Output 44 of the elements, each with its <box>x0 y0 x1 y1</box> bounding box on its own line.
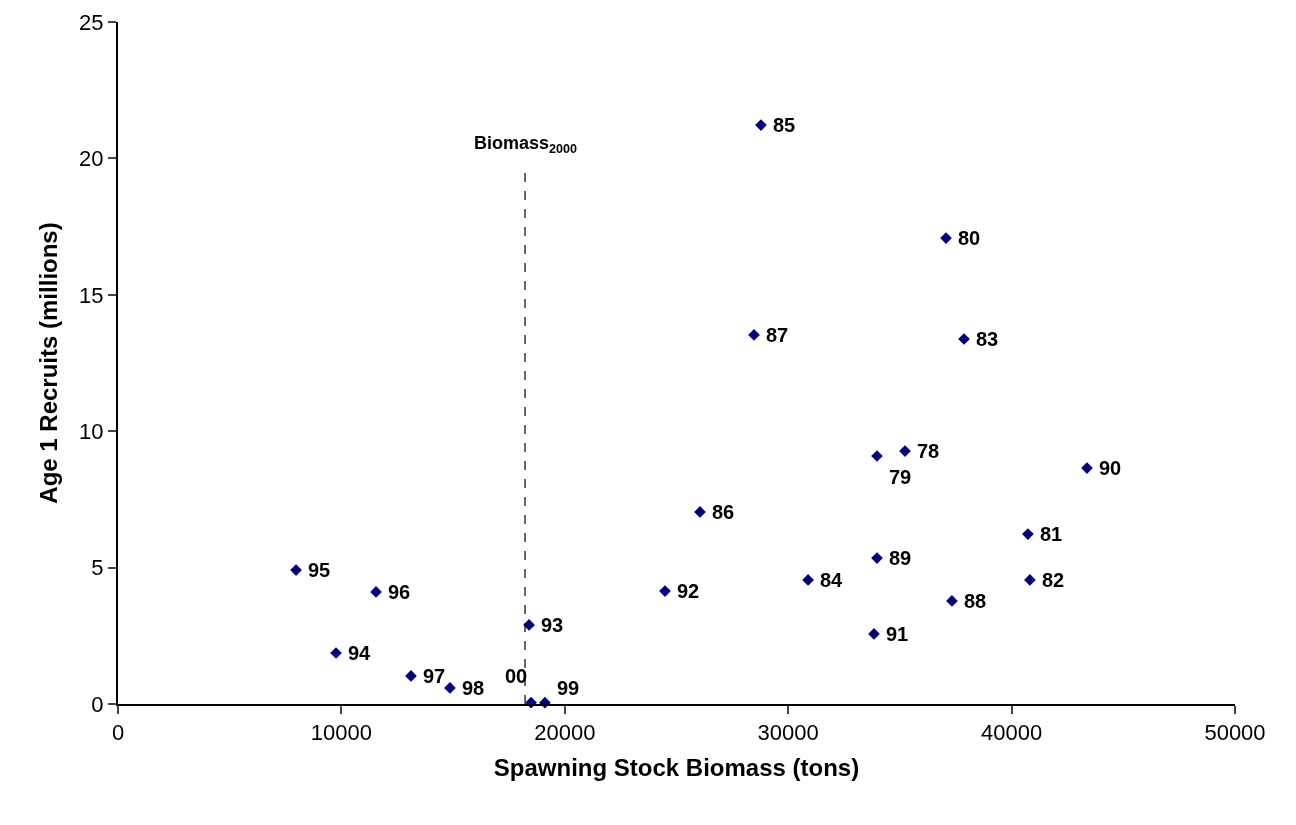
x-tick-label: 30000 <box>757 720 819 746</box>
annotation: 84 <box>820 569 844 591</box>
annotation: 92 <box>677 580 700 602</box>
point <box>868 628 880 640</box>
annotation: 90 <box>1099 457 1122 479</box>
annotation: 80 <box>958 227 981 249</box>
annotation: 85 <box>773 114 796 136</box>
y-tick-label: 10 <box>79 418 104 444</box>
ref-line-label: Biomass$_{2000}$ <box>474 133 578 156</box>
annotation: 97 <box>423 665 446 687</box>
annotation: 96 <box>388 581 411 603</box>
x-tick-label: 40000 <box>981 720 1043 746</box>
y-tick-label: 25 <box>79 9 104 35</box>
annotation: 89 <box>889 547 912 569</box>
annotation: 00 <box>505 665 528 687</box>
y-tick-label: 0 <box>91 691 104 717</box>
annotation: 94 <box>348 642 372 664</box>
y-tick-label: 5 <box>91 555 104 581</box>
point <box>1024 574 1036 586</box>
annotation: 98 <box>462 677 485 699</box>
x-tick-label: 20000 <box>534 720 596 746</box>
point <box>946 595 958 607</box>
annotation: 79 <box>889 466 912 488</box>
point <box>370 586 382 598</box>
annotation: 87 <box>766 324 789 346</box>
annotation: 91 <box>886 623 909 645</box>
y-axis-title: Age 1 Recruits (millions) <box>34 222 62 504</box>
x-tick-label: 10000 <box>310 720 372 746</box>
annotation: 82 <box>1042 569 1065 591</box>
point <box>802 574 814 586</box>
x-tick-label: 50000 <box>1204 720 1266 746</box>
annotation: 99 <box>557 677 580 699</box>
point <box>444 682 456 694</box>
y-tick-label: 20 <box>79 146 104 172</box>
annotation: 83 <box>976 328 999 350</box>
y-tick-label: 15 <box>79 282 104 308</box>
annotation: 88 <box>964 590 987 612</box>
annotation: 95 <box>308 559 331 581</box>
x-tick-label: 0 <box>111 720 125 746</box>
annotation: 78 <box>917 440 940 462</box>
annotation: 86 <box>712 501 735 523</box>
x-axis-title: Spawning Stock Biomass (tons) <box>493 754 860 782</box>
annotation: 93 <box>541 614 564 636</box>
annotation: 81 <box>1040 523 1063 545</box>
